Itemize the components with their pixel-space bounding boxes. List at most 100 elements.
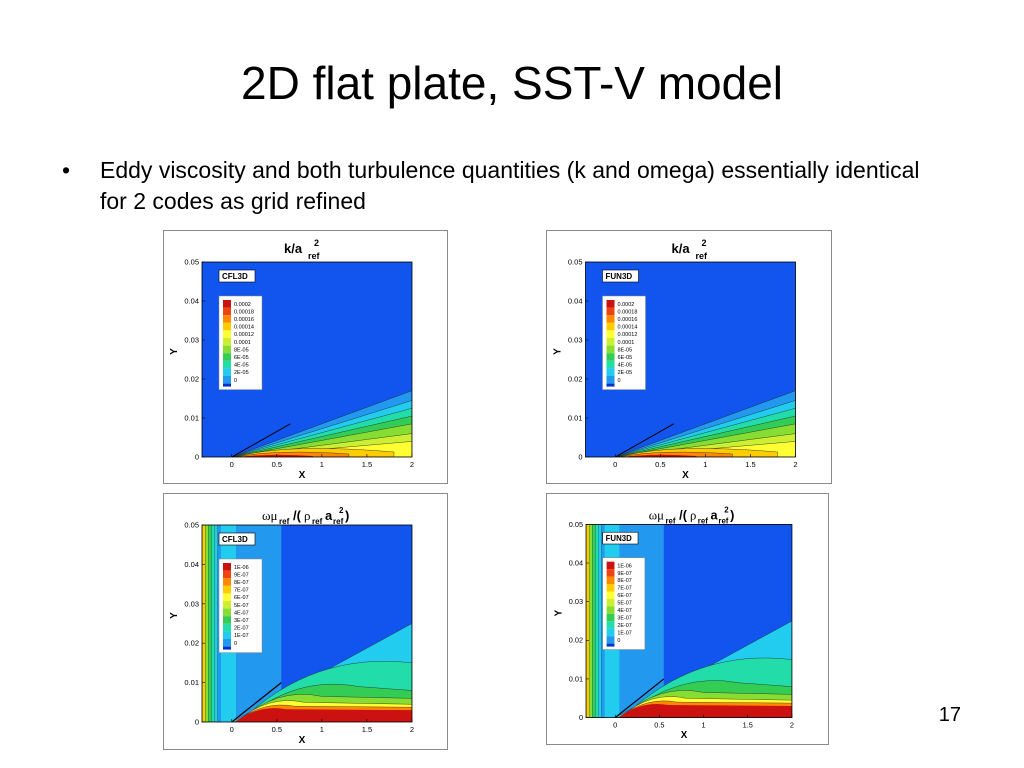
y-tick-label: 0.02 — [184, 639, 199, 648]
y-tick-label: 0.04 — [184, 560, 199, 569]
legend-swatch — [223, 376, 231, 384]
legend-label: 6E-07 — [234, 595, 249, 601]
legend-swatch — [606, 643, 615, 647]
svg-text:a: a — [711, 507, 719, 522]
svg-text:/(: /( — [679, 507, 688, 522]
legend-swatch — [606, 561, 615, 570]
legend-swatch — [223, 639, 231, 647]
legend-swatch — [223, 563, 231, 571]
legend-label: 0.00016 — [618, 317, 638, 323]
x-tick-label: 1.5 — [743, 720, 753, 729]
y-tick-label: 0.01 — [184, 678, 199, 687]
edge-line — [231, 682, 282, 722]
k-fun3d-plot: k/a ref 2 0 0.01 0.02 0.03 0.04 0.05 0 0.5 1 1.5 2… — [546, 230, 832, 484]
svg-text:ρ: ρ — [304, 508, 311, 523]
svg-text:ωμ: ωμ — [262, 508, 278, 523]
legend-label: 2E-07 — [617, 623, 631, 629]
legend-label: 4E-07 — [617, 608, 631, 614]
x-tick-label: 0 — [613, 460, 617, 469]
svg-text:2: 2 — [314, 238, 319, 248]
y-tick-label: 0.05 — [569, 520, 583, 529]
legend-label: 1E-07 — [617, 630, 631, 636]
y-tick-label: 0.04 — [568, 297, 583, 306]
svg-text:/(: /( — [293, 508, 302, 523]
legend-swatch — [606, 300, 615, 308]
x-tick-label: 1 — [320, 460, 324, 469]
legend-label: 5E-07 — [617, 601, 631, 607]
x-tick-label: 0 — [613, 720, 617, 729]
omega-title: ωμ ref /( ρ ref a ref 2 ) — [262, 506, 349, 526]
y-tick-label: 0.02 — [568, 375, 583, 384]
x-tick-label: 0.5 — [655, 460, 665, 469]
legend-swatch — [606, 621, 615, 629]
y-tick-label: 0.05 — [568, 258, 583, 267]
legend-label: 1E-06 — [234, 565, 249, 571]
y-tick-label: 0.04 — [184, 297, 199, 306]
y-axis-label: Y — [169, 348, 180, 355]
legend-label: 1E-06 — [617, 563, 631, 569]
slide-title: 2D flat plate, SST-V model — [240, 57, 784, 109]
svg-text:ref: ref — [696, 251, 709, 261]
y-tick-label: 0.01 — [184, 414, 199, 423]
k-fun3d-svg: k/a ref 2 0 0.01 0.02 0.03 0.04 0.05 0 0.5 1 1.5 2… — [553, 238, 798, 481]
contour-band — [618, 703, 792, 718]
y-tick-label: 0.01 — [569, 674, 583, 683]
legend-label: 6E-05 — [618, 355, 633, 361]
legend-label: 4E-07 — [234, 610, 249, 616]
svg-text:k/a: k/a — [284, 241, 303, 256]
legend-swatch — [223, 646, 231, 650]
legend-swatch — [606, 628, 615, 637]
plot-area: 0 0.01 0.02 0.03 0.04 0.05 0 0.5 1 1.5 2 X Y FUN3D 1E-… — [554, 520, 794, 741]
y-axis-label: Y — [554, 609, 565, 616]
legend-swatch — [223, 623, 231, 632]
legend-label: 7E-07 — [234, 588, 249, 594]
legend-label: 0.0002 — [234, 302, 251, 308]
bullet-list: • Eddy viscosity and both turbulence qua… — [62, 155, 942, 217]
legend-swatch — [606, 598, 615, 607]
code-label: FUN3D — [606, 534, 632, 543]
x-axis-label: X — [299, 735, 306, 746]
legend-label: 8E-05 — [234, 347, 249, 353]
legend-label: 0.00012 — [618, 332, 638, 338]
code-label: FUN3D — [606, 272, 633, 281]
plot-area: 0 0.01 0.02 0.03 0.04 0.05 0 0.5 1 1.5 2 X Y CFL3D 1E-… — [169, 521, 414, 747]
contour-band — [234, 708, 412, 722]
legend-swatch — [223, 330, 231, 338]
legend-swatch — [606, 315, 615, 323]
legend-swatch — [606, 307, 615, 316]
y-tick-label: 0 — [195, 453, 199, 462]
code-label-box — [602, 531, 639, 545]
svg-text:ωμ: ωμ — [649, 508, 664, 522]
legend-label: 0.00012 — [234, 332, 254, 338]
k-title: k/a ref 2 — [284, 238, 321, 261]
legend-swatch — [606, 322, 615, 331]
x-tick-label: 2 — [790, 720, 794, 729]
svg-text:ref: ref — [333, 517, 344, 526]
x-axis-label: X — [682, 470, 689, 481]
legend-label: 0 — [618, 378, 621, 384]
legend-label: 8E-07 — [234, 580, 249, 586]
legend-label: 0.00016 — [234, 317, 254, 323]
svg-text:ref: ref — [312, 517, 323, 526]
code-label: CFL3D — [222, 272, 248, 281]
legend-label: 6E-05 — [234, 355, 249, 361]
legend-swatch — [606, 569, 615, 577]
y-tick-label: 0.03 — [184, 599, 199, 608]
svg-text:): ) — [345, 508, 349, 523]
legend-swatch — [223, 345, 231, 354]
legend-swatch — [223, 307, 231, 316]
code-label-box — [218, 532, 256, 546]
legend-label: 9E-07 — [617, 571, 631, 577]
x-tick-label: 1.5 — [362, 460, 372, 469]
x-tick-label: 0.5 — [272, 460, 282, 469]
legend-label: 3E-07 — [617, 616, 631, 622]
svg-text:ρ: ρ — [690, 508, 696, 522]
legend-label: 0 — [617, 638, 620, 644]
bullet-text: Eddy viscosity and both turbulence quant… — [100, 157, 920, 214]
k-cfl3d-svg: k/a ref 2 0 0.01 0.02 0.03 0.04 0.05 0 0.5 1 1.5 2… — [169, 238, 414, 481]
k-cfl3d-plot: k/a ref 2 0 0.01 0.02 0.03 0.04 0.05 0 0.5 1 1.5 2… — [163, 230, 448, 484]
legend-swatch — [223, 315, 231, 323]
legend-label: 0.00018 — [234, 309, 254, 315]
legend-label: 0 — [234, 641, 237, 647]
svg-text:2: 2 — [724, 506, 729, 515]
